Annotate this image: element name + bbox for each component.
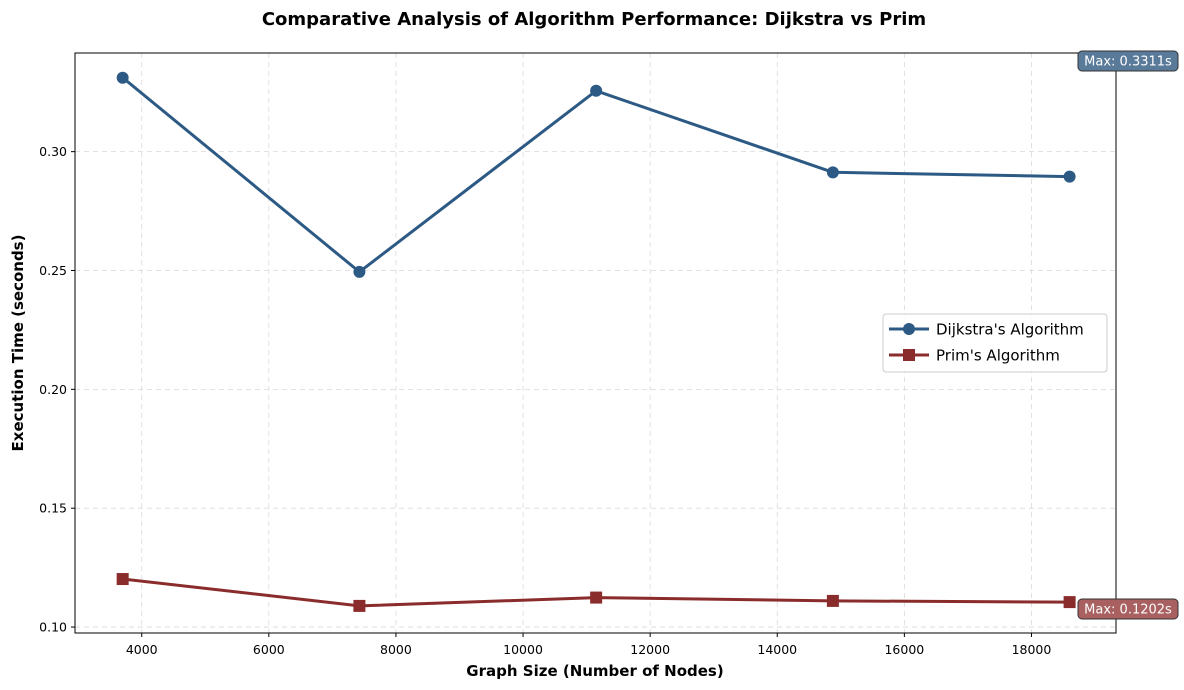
series-layer [116,71,1076,612]
x-tick-label: 4000 [126,642,158,657]
legend-item: Prim's Algorithm [889,347,1060,365]
x-axis-label: Graph Size (Number of Nodes) [466,662,723,680]
annotation-box [1077,50,1179,72]
data-point [116,71,129,84]
chart-title: Comparative Analysis of Algorithm Perfor… [262,9,926,30]
y-tick-label: 0.15 [39,501,67,516]
legend-box [882,313,1108,373]
x-tick-label: 14000 [757,642,797,657]
x-axis-ticks: 4000 6000 8000 10000 12000 14000 16000 18000 [126,633,1052,657]
legend-item: Dijkstra's Algorithm [889,321,1084,339]
data-point [1063,596,1076,609]
annotations: Max: 0.3311s Max: 0.1202s [1077,50,1179,620]
data-point [590,84,603,97]
max-annotation: Max: 0.1202s [1077,598,1179,620]
plot-area-frame [74,52,1117,634]
y-axis-ticks: 0.10 0.15 0.20 0.25 0.30 [39,144,75,635]
legend-marker [903,349,915,361]
x-tick-label: 12000 [630,642,670,657]
data-point [353,599,366,612]
x-tick-label: 8000 [380,642,412,657]
data-point [116,573,129,586]
data-point [826,166,839,179]
legend-label: Prim's Algorithm [936,347,1060,365]
y-tick-label: 0.30 [39,144,67,159]
series-dijkstra [116,71,1076,278]
x-tick-label: 6000 [253,642,285,657]
y-tick-label: 0.10 [39,620,67,635]
x-tick-label: 10000 [503,642,543,657]
series-prim [116,573,1076,612]
y-tick-label: 0.20 [39,382,67,397]
y-axis-label: Execution Time (seconds) [9,235,27,452]
annotation-text: Max: 0.1202s [1084,603,1172,618]
legend: Dijkstra's Algorithm Prim's Algorithm [882,313,1108,373]
x-tick-label: 18000 [1012,642,1052,657]
data-point [826,594,839,607]
data-point [590,591,603,604]
annotation-box [1077,598,1179,620]
legend-marker [903,323,915,335]
data-point [1063,170,1076,183]
y-tick-label: 0.25 [39,263,67,278]
x-tick-label: 16000 [884,642,924,657]
legend-label: Dijkstra's Algorithm [936,321,1084,339]
data-point [353,265,366,278]
max-annotation: Max: 0.3311s [1077,50,1179,72]
annotation-text: Max: 0.3311s [1084,55,1172,70]
